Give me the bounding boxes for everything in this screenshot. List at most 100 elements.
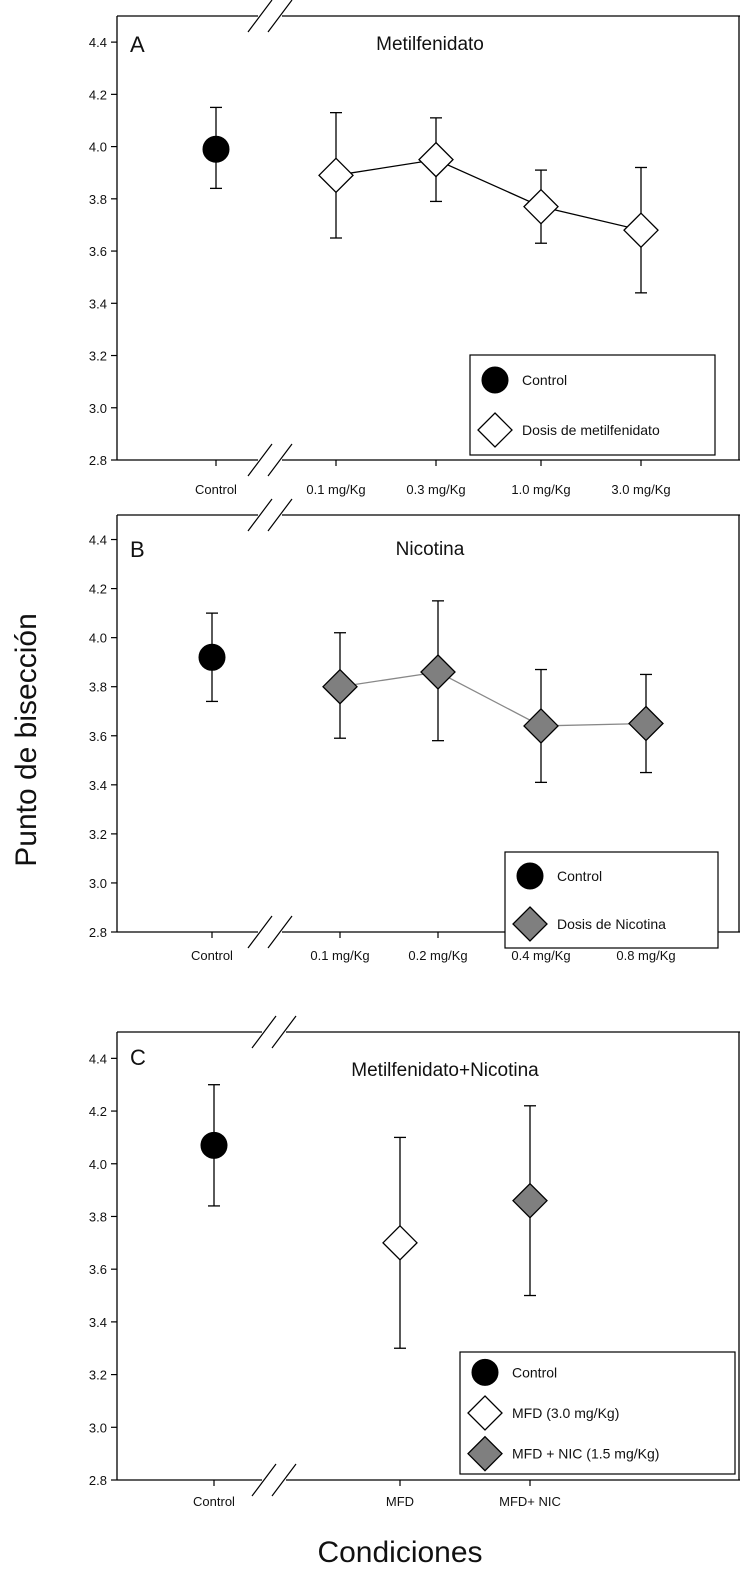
panel-a-legend-label: Dosis de metilfenidato (522, 422, 660, 438)
y-axis-title: Punto de bisección (10, 613, 43, 867)
panel-a-series-0 (202, 106, 230, 190)
panel-b-ytick-label: 3.2 (89, 827, 107, 842)
panel-a-data-point (202, 135, 230, 163)
panel-a-data-point (418, 141, 454, 178)
panel-b-ytick-label: 2.8 (89, 925, 107, 940)
panel-a-ytick-label: 4.0 (89, 140, 107, 155)
panel-a-letter: A (130, 32, 145, 57)
panel-c-legend: Control MFD (3.0 mg/Kg) MFD + NIC (1.5 mg/… (459, 1351, 736, 1475)
panel-b-break-bottom-slash-1 (247, 915, 273, 949)
panel-c-legend-marker (467, 1395, 503, 1431)
panel-a-legend-marker (477, 412, 513, 448)
panel-c-legend-marker (467, 1435, 503, 1472)
panel-c-data-point (512, 1182, 548, 1219)
panel-b-xtick-label: Control (191, 948, 233, 963)
panel-a-legend-marker (481, 366, 509, 394)
panel-a-break-bottom-slash-1 (247, 443, 273, 477)
panel-b-data-point (420, 654, 456, 690)
panel-c-ytick-label: 3.6 (89, 1262, 107, 1277)
panel-b-data-point (523, 708, 559, 744)
panel-c-ytick-label: 4.2 (89, 1104, 107, 1119)
panel-c-data-point (382, 1224, 418, 1261)
panel-c-title: Metilfenidato+Nicotina (351, 1060, 539, 1081)
panel-c-ytick-label: 3.8 (89, 1209, 107, 1224)
panel-a-xtick-label: 3.0 mg/Kg (611, 482, 670, 497)
panel-b-ytick-label: 3.4 (89, 778, 107, 793)
panel-c-series-1 (382, 1136, 418, 1349)
panel-b-data-point (322, 668, 358, 705)
panel-a-ytick-label: 4.2 (89, 87, 107, 102)
panel-a-data-point (523, 188, 559, 225)
panel-a-break-top-slash-2 (267, 0, 293, 33)
panel-b-legend-label: Control (557, 868, 602, 884)
panel-b-series-1 (322, 600, 664, 784)
panel-b-xtick-label: 0.2 mg/Kg (408, 948, 467, 963)
panel-c-legend-label: Control (512, 1364, 557, 1380)
panel-b-xtick-label: 0.4 mg/Kg (511, 948, 570, 963)
panel-c-ytick-label: 3.4 (89, 1315, 107, 1330)
panel-c-legend-label: MFD (3.0 mg/Kg) (512, 1405, 619, 1421)
panel-b-ytick-label: 3.8 (89, 680, 107, 695)
panel-b-break-top-slash-1 (247, 498, 273, 532)
panel-c-legend-marker (471, 1358, 499, 1386)
panel-a-ytick-label: 4.4 (89, 35, 107, 50)
panel-c-break-bottom-slash-1 (251, 1463, 277, 1497)
panel-c-break-top-slash-2 (271, 1015, 297, 1049)
panel-c-break-bottom-slash-2 (271, 1463, 297, 1497)
panel-a-break-top-gap (258, 13, 282, 19)
panel-a-xtick-label: Control (195, 482, 237, 497)
x-axis-title: Condiciones (317, 1536, 482, 1569)
panel-a-ytick-label: 2.8 (89, 453, 107, 468)
panel-b-break-bottom-slash-2 (267, 915, 293, 949)
panel-a-legend-box (469, 354, 716, 456)
panel-c-break-top-slash-1 (251, 1015, 277, 1049)
panel-a-break-bottom-slash-2 (267, 443, 293, 477)
panel-c-xtick-label: Control (193, 1494, 235, 1509)
panel-b-letter: B (130, 537, 145, 562)
panel-b-legend: Control Dosis de Nicotina (504, 851, 719, 949)
panel-a-ytick-label: 3.2 (89, 349, 107, 364)
panel-b-ytick-label: 4.0 (89, 631, 107, 646)
panel-a-ytick-label: 3.0 (89, 401, 107, 416)
panel-c-letter: C (130, 1045, 146, 1070)
panel-b-series-line (339, 671, 647, 727)
panel-a-data-point (623, 212, 659, 249)
panel-c-xtick-label: MFD+ NIC (499, 1494, 561, 1509)
panel-a-data-point (318, 157, 354, 194)
panel-a-xtick-label: 0.3 mg/Kg (406, 482, 465, 497)
panel-b-legend-marker (516, 862, 544, 890)
panel-a-series-1 (318, 111, 659, 294)
panel-c-ytick-label: 4.4 (89, 1051, 107, 1066)
panel-c-series-2 (512, 1105, 548, 1297)
panel-b-xtick-label: 0.1 mg/Kg (310, 948, 369, 963)
panel-c-legend-label: MFD + NIC (1.5 mg/Kg) (512, 1446, 659, 1462)
panel-a-series-line (335, 158, 642, 231)
panel-a: 2.8 3.0 3.2 3.4 3.6 3.8 4.0 4.2 4.4 Control 0.1 mg… (89, 0, 740, 497)
panel-c-ytick-label: 2.8 (89, 1473, 107, 1488)
panel-b-legend-marker (512, 906, 548, 942)
panel-c-ytick-label: 3.2 (89, 1368, 107, 1383)
panel-a-break-top-slash-1 (247, 0, 273, 33)
panel-b-data-point (198, 643, 226, 671)
panel-b-data-point (628, 705, 664, 742)
panel-a-title: Metilfenidato (376, 34, 484, 55)
panel-c-legend-box (459, 1351, 736, 1475)
panel-b: 2.8 3.0 3.2 3.4 3.6 3.8 4.0 4.2 4.4 Control 0.1 mg… (89, 498, 740, 963)
panel-b-legend-label: Dosis de Nicotina (557, 916, 666, 932)
panel-c-data-point (200, 1131, 228, 1159)
panel-c: 2.8 3.0 3.2 3.4 3.6 3.8 4.0 4.2 4.4 Control MFD MFD… (89, 1015, 740, 1509)
panel-a-break-bottom-gap (258, 457, 282, 463)
panel-b-ytick-label: 3.0 (89, 876, 107, 891)
panel-c-break-top-gap (262, 1029, 286, 1035)
panel-a-legend: Control Dosis de metilfenidato (469, 354, 716, 456)
panel-a-ytick-label: 3.6 (89, 244, 107, 259)
panel-c-series-0 (200, 1084, 228, 1207)
panel-a-xtick-label: 1.0 mg/Kg (511, 482, 570, 497)
panel-a-xtick-label: 0.1 mg/Kg (306, 482, 365, 497)
panel-c-ytick-label: 4.0 (89, 1157, 107, 1172)
panel-b-ytick-label: 3.6 (89, 729, 107, 744)
panel-b-break-top-gap (258, 512, 282, 518)
panel-c-xtick-label: MFD (386, 1494, 414, 1509)
panel-a-ytick-label: 3.8 (89, 192, 107, 207)
